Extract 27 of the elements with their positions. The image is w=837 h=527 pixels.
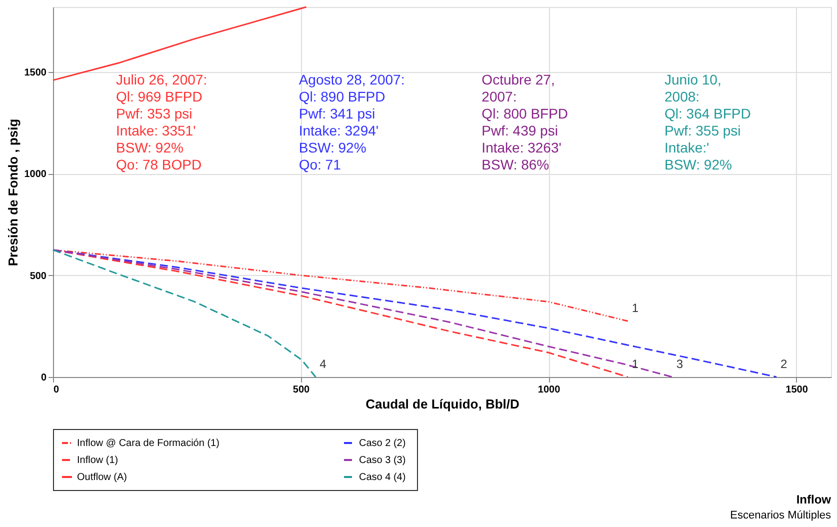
legend-label: Outflow (A) (77, 472, 128, 483)
x-tick-label: 0 (54, 384, 60, 396)
legend-label: Caso 2 (2) (359, 438, 406, 449)
line-series (52, 249, 316, 378)
legend-label: Inflow @ Cara de Formación (1) (77, 438, 220, 449)
annotation: 4 (320, 357, 327, 371)
x-tick-label: 1000 (538, 384, 561, 396)
text: Inflow (796, 492, 832, 506)
y-tick-label: 500 (30, 270, 47, 282)
y-tick-label: 1500 (24, 68, 47, 79)
annotation: Junio 10, 2008: Ql: 364 BFPD Pwf: 355 psi Intake:' BSW: 92% (664, 72, 751, 173)
annotation: Octubre 27, 2007: Ql: 800 BFPD Pwf: 439 psi Intake: 3263' BSW: 86% (482, 72, 568, 173)
annotation: 1 (632, 301, 639, 316)
text: Escenarios Múltiples (730, 510, 832, 522)
annotation: Agosto 28, 2007: Ql: 890 BFPD Pwf: 341 psi Intake: 3294' BSW: 92% Qo: 71 (298, 72, 405, 173)
y-tick-label: 0 (40, 372, 47, 384)
legend-label: Caso 4 (4) (359, 472, 406, 483)
x-tick-label: 1500 (786, 384, 808, 396)
annotation: Julio 26, 2007: Ql: 969 BFPD Pwf: 353 psi Intake: 3351' BSW: 92% Qo: 78 BOPD (116, 72, 208, 173)
x-axis-title: Caudal de Líquido, Bbl/D (366, 396, 520, 412)
annotation: 3 (676, 357, 684, 371)
legend-label: Caso 3 (3) (359, 455, 406, 466)
annotation: 2 (780, 357, 788, 371)
x-tick-label: 500 (292, 384, 310, 396)
legend-label: Inflow (1) (77, 455, 118, 466)
y-tick-label: 1000 (24, 169, 47, 180)
y-axis-title: Presión de Fondo , psig (5, 118, 20, 266)
